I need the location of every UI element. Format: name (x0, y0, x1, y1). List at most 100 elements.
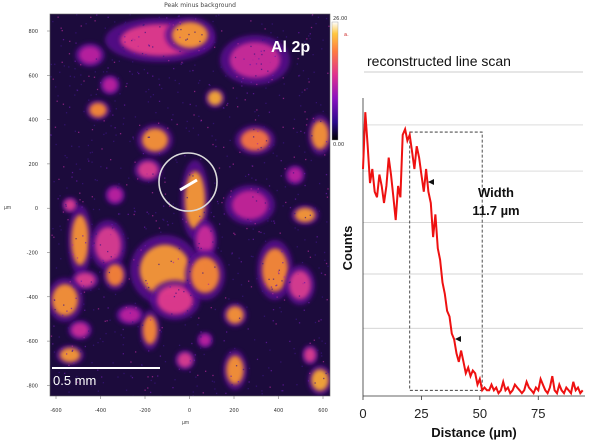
map-speckle (179, 50, 181, 53)
map-speckle (105, 332, 107, 335)
map-speckle (202, 272, 204, 274)
map-speckle (68, 251, 70, 254)
map-speckle (298, 94, 301, 97)
map-speckle (53, 181, 55, 183)
map-speckle (78, 131, 80, 133)
map-region (106, 264, 124, 286)
map-speckle (250, 20, 252, 22)
map-speckle (326, 221, 328, 223)
map-speckle (99, 244, 102, 246)
map-speckle (97, 308, 100, 310)
map-speckle (111, 223, 113, 226)
map-speckle (301, 91, 303, 93)
map-speckle (53, 325, 55, 327)
map-speckle (178, 368, 181, 370)
map-speckle (129, 312, 131, 314)
map-speckle (137, 326, 139, 328)
map-speckle (129, 70, 131, 73)
map-speckle (256, 83, 258, 86)
map-speckle (76, 89, 78, 91)
map-speckle (53, 236, 55, 238)
map-speckle (289, 206, 292, 209)
map-speckle (88, 99, 90, 101)
map-speckle (242, 295, 244, 297)
map-speckle (305, 124, 308, 126)
map-speckle (258, 58, 260, 60)
map-speckle (300, 130, 302, 133)
map-speckle (268, 81, 270, 83)
map-speckle (220, 66, 222, 68)
map-region (172, 22, 208, 48)
map-speckle (257, 191, 259, 193)
map-speckle (176, 161, 178, 163)
map-speckle (196, 385, 198, 387)
map-speckle (282, 205, 284, 207)
map-speckle (186, 279, 189, 282)
map-speckle (145, 280, 147, 282)
map-speckle (269, 349, 271, 351)
map-speckle (228, 264, 230, 266)
map-speckle (244, 99, 246, 101)
map-speckle (168, 22, 171, 25)
map-speckle (118, 183, 120, 185)
map-speckle (152, 46, 154, 48)
map-speckle (223, 213, 225, 215)
map-y-tick-label: -400 (27, 295, 38, 301)
map-speckle (117, 77, 120, 79)
width-box (409, 131, 483, 391)
map-speckle (90, 385, 93, 387)
map-title: Peak minus background (164, 2, 236, 9)
width-arrow-upper (428, 179, 434, 185)
map-region (229, 42, 281, 78)
map-speckle (133, 207, 135, 209)
map-speckle (139, 124, 141, 127)
map-speckle (141, 364, 143, 366)
map-speckle (85, 23, 87, 25)
map-speckle (297, 229, 299, 231)
map-speckle (136, 71, 139, 73)
map-speckle (112, 114, 114, 116)
map-speckle (189, 270, 191, 273)
map-speckle (172, 114, 174, 116)
map-speckle (132, 61, 134, 63)
map-speckle (199, 347, 202, 349)
map-speckle (69, 40, 71, 43)
map-speckle (178, 82, 180, 85)
chart-grid (363, 124, 583, 329)
map-speckle (55, 143, 57, 146)
map-speckle (199, 40, 201, 43)
map-speckle (149, 391, 152, 394)
map-region (226, 306, 244, 324)
map-speckle (130, 361, 132, 363)
map-speckle (217, 247, 219, 249)
map-speckle (231, 384, 233, 386)
map-speckle (247, 218, 249, 221)
map-speckle (260, 50, 262, 52)
map-speckle (237, 272, 239, 275)
map-speckle (314, 254, 316, 256)
map-speckle (94, 20, 96, 22)
map-speckle (64, 372, 66, 375)
map-speckle (283, 83, 285, 85)
map-speckle (257, 114, 260, 117)
map-speckle (260, 231, 262, 234)
map-speckle (136, 178, 139, 180)
map-speckle (115, 222, 117, 225)
map-speckle (236, 76, 238, 78)
map-speckle (247, 387, 249, 390)
map-speckle (260, 68, 263, 71)
map-speckle (284, 186, 287, 188)
map-speckle (149, 319, 152, 321)
map-speckle (282, 262, 284, 264)
map-speckle (65, 112, 68, 114)
map-speckle (225, 75, 227, 77)
map-speckle (327, 188, 329, 190)
map-speckle (324, 259, 326, 261)
map-speckle (73, 286, 75, 288)
map-speckle (323, 377, 325, 380)
map-speckle (84, 309, 86, 311)
map-speckle (325, 192, 328, 195)
map-speckle (252, 136, 255, 138)
map-speckle (252, 256, 254, 258)
map-speckle (121, 283, 123, 285)
